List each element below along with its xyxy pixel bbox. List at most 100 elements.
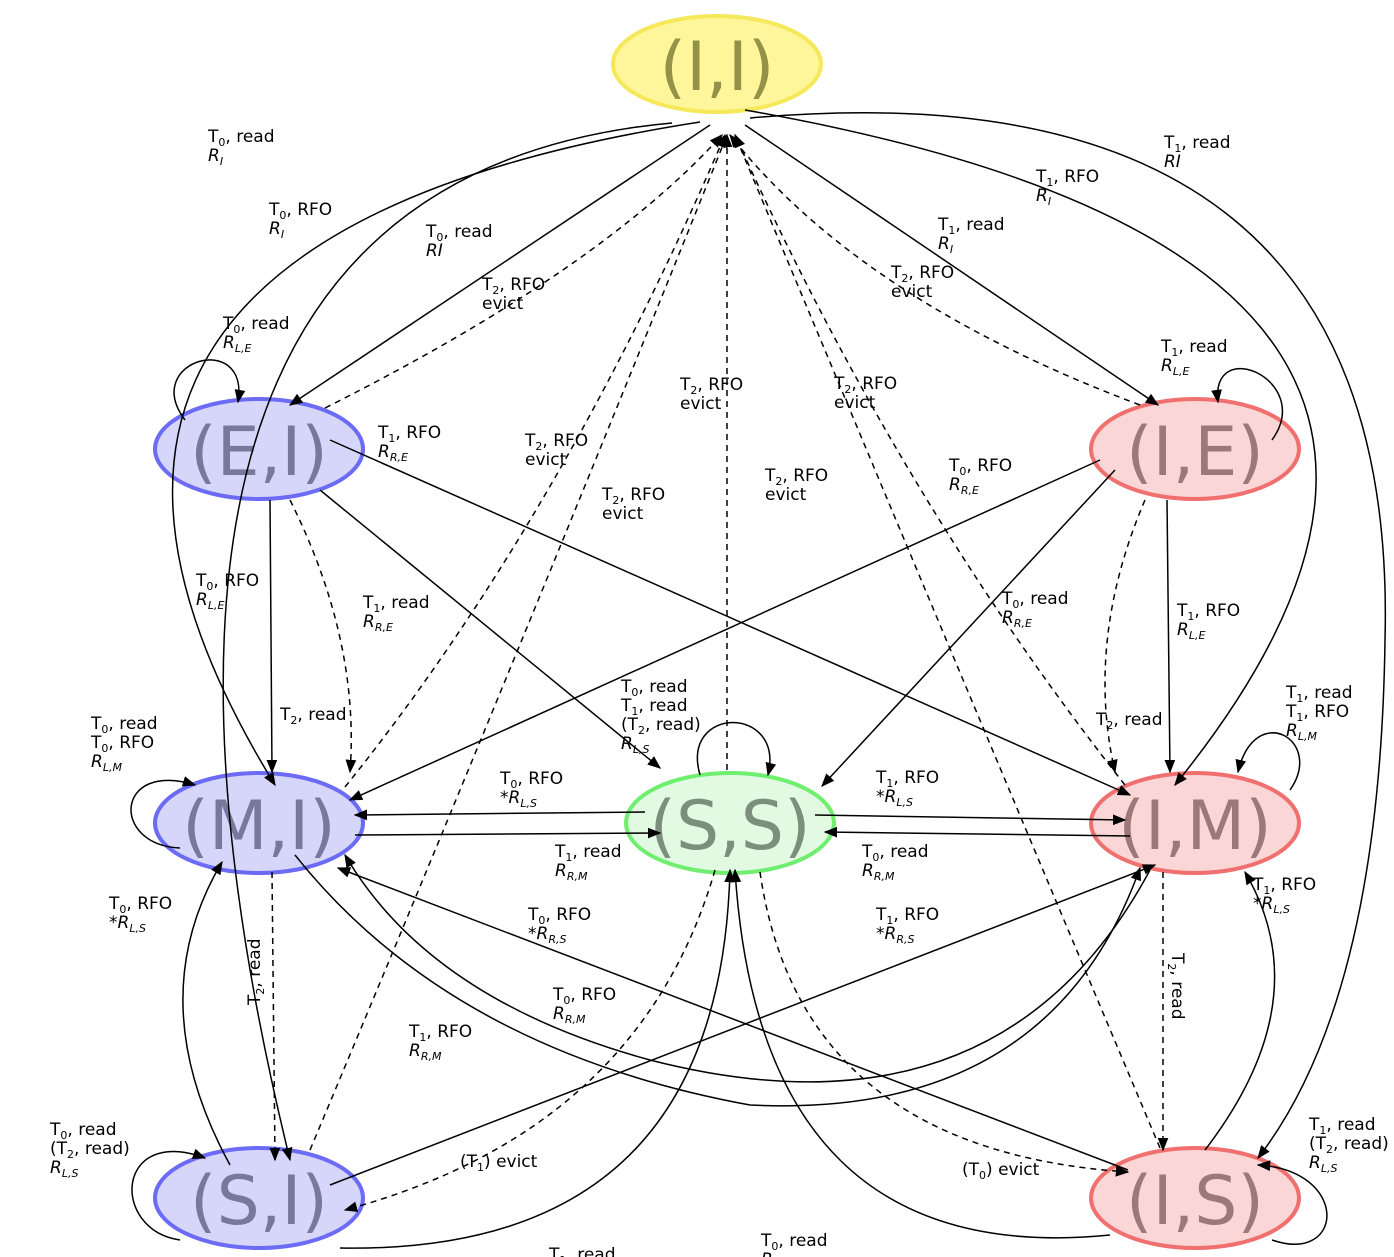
edge-ei-to-mi-t2[interactable] bbox=[289, 499, 357, 774]
edge-label-36: T1, RFO RR,M bbox=[408, 1022, 472, 1063]
edge-label-39: (T1) evict bbox=[460, 1152, 538, 1174]
edge-ss-to-mi[interactable] bbox=[353, 809, 646, 821]
edge-im-to-ss[interactable] bbox=[823, 826, 1131, 838]
state-label-ss: (S,S) bbox=[649, 787, 810, 866]
edge-si-to-im[interactable] bbox=[329, 864, 1157, 1186]
edge-ie-to-im[interactable] bbox=[1164, 499, 1176, 774]
edge-ii-to-mi[interactable] bbox=[171, 121, 701, 787]
state-node-si[interactable]: (S,I) bbox=[153, 1146, 365, 1250]
loop-ie[interactable] bbox=[1211, 368, 1284, 441]
state-ellipse-im bbox=[1089, 771, 1301, 875]
state-ellipse-ei bbox=[153, 397, 365, 501]
edge-ie-to-im-t2[interactable] bbox=[1104, 499, 1146, 774]
edge-im-to-ii[interactable] bbox=[734, 133, 1126, 786]
edge-ei-to-im[interactable] bbox=[329, 439, 1132, 796]
edge-label-23: T2, read bbox=[279, 705, 346, 727]
state-label-mi: (M,I) bbox=[182, 787, 335, 866]
edge-label-6: T1, RFO RI bbox=[1035, 167, 1099, 208]
edge-ss-to-is[interactable] bbox=[759, 871, 1130, 1177]
edge-labels: T0, read RI T0, RFO RI T0, read RI T2, RFO e… bbox=[49, 127, 1389, 1257]
edge-mi-to-ss[interactable] bbox=[354, 827, 662, 839]
state-node-ss[interactable]: (S,S) bbox=[624, 771, 836, 875]
edge-is-to-ss[interactable] bbox=[730, 868, 1111, 1239]
state-ellipse-ie bbox=[1089, 397, 1301, 501]
edge-ii-to-im[interactable] bbox=[744, 109, 1317, 787]
edge-label-3: T0, read RI bbox=[425, 222, 492, 261]
state-label-is: (I,S) bbox=[1126, 1162, 1264, 1241]
edge-label-20: T0, read RR,E bbox=[1001, 589, 1068, 630]
edge-si-to-mi[interactable] bbox=[182, 860, 231, 1166]
edge-label-40: (T0) evict bbox=[962, 1160, 1040, 1182]
edge-label-14: T2, RFO evict bbox=[524, 431, 588, 470]
edge-ie-to-ii[interactable] bbox=[729, 133, 1141, 406]
loop-si[interactable] bbox=[131, 1148, 207, 1241]
loop-ei[interactable] bbox=[173, 359, 246, 421]
state-node-ei[interactable]: (E,I) bbox=[153, 397, 365, 501]
edge-ei-to-ss[interactable] bbox=[319, 489, 662, 769]
state-ellipse-ii bbox=[611, 14, 823, 114]
edge-ie-to-mi[interactable] bbox=[348, 459, 1101, 801]
edge-label-12: T2, RFO evict bbox=[833, 374, 897, 413]
state-node-mi[interactable]: (M,I) bbox=[153, 771, 365, 875]
state-ellipse-mi bbox=[153, 771, 365, 875]
loop-is[interactable] bbox=[1256, 1160, 1328, 1245]
edge-label-33: T0, RFO *RR,S bbox=[527, 905, 591, 946]
edge-label-38: T1, read (T2, read) RL,S bbox=[1308, 1115, 1389, 1175]
state-label-ie: (I,E) bbox=[1126, 413, 1264, 492]
edge-ii-to-si[interactable] bbox=[222, 122, 673, 1162]
edge-ii-to-ei[interactable] bbox=[288, 124, 711, 406]
edge-label-43: T2, read bbox=[245, 939, 267, 1006]
edge-mi-to-im[interactable] bbox=[294, 854, 1141, 1107]
edge-si-to-ss[interactable] bbox=[339, 868, 736, 1249]
edge-label-22: T0, read T1, read (T2, read) RL,S bbox=[620, 677, 701, 756]
state-label-ii: (I,I) bbox=[660, 28, 775, 107]
edge-label-30: T0, read RR,M bbox=[861, 842, 928, 883]
edge-is-to-ii[interactable] bbox=[734, 133, 1161, 1149]
loop-mi[interactable] bbox=[130, 776, 197, 849]
edge-label-25: T1, read T1, RFO RL,M bbox=[1285, 683, 1352, 743]
state-label-ei: (E,I) bbox=[190, 413, 328, 492]
edge-mi-to-ii[interactable] bbox=[344, 133, 726, 788]
state-node-is[interactable]: (I,S) bbox=[1089, 1146, 1301, 1250]
state-ellipse-si bbox=[153, 1146, 365, 1250]
edge-label-8: T2, RFO evict bbox=[890, 263, 954, 302]
state-node-im[interactable]: (I,M) bbox=[1089, 771, 1301, 875]
edge-ii-to-is[interactable] bbox=[749, 111, 1387, 1160]
state-label-si: (S,I) bbox=[190, 1162, 328, 1241]
edge-label-29: T1, read RR,M bbox=[554, 842, 621, 883]
state-node-ie[interactable]: (I,E) bbox=[1089, 397, 1301, 501]
edge-ei-to-mi[interactable] bbox=[266, 499, 278, 774]
state-label-im: (I,M) bbox=[1118, 787, 1271, 866]
edge-label-34: T1, RFO *RR,S bbox=[875, 905, 939, 946]
edge-ss-to-si[interactable] bbox=[343, 869, 716, 1213]
state-nodes: (I,I) (E,I) (I,E) (M,I) (S,S) (I,M) (S,I… bbox=[153, 14, 1301, 1250]
edge-label-24: T2, read bbox=[1095, 710, 1162, 732]
edge-label-21: T1, RFO RL,E bbox=[1176, 601, 1240, 642]
edge-si-to-ii[interactable] bbox=[309, 133, 728, 1151]
edge-ei-to-ii[interactable] bbox=[324, 133, 723, 409]
loop-im[interactable] bbox=[1235, 732, 1301, 791]
edge-ie-to-ss[interactable] bbox=[821, 469, 1116, 787]
edge-mi-to-si-t2[interactable] bbox=[269, 871, 281, 1162]
state-node-ii[interactable]: (I,I) bbox=[611, 14, 823, 114]
state-ellipse-is bbox=[1089, 1146, 1301, 1250]
edge-is-to-mi[interactable] bbox=[336, 867, 1129, 1171]
edge-label-32: T0, RFO *RL,S bbox=[108, 894, 172, 935]
loop-ss[interactable] bbox=[696, 721, 777, 777]
edge-label-2: T0, RFO RI bbox=[268, 200, 332, 241]
edge-ii-to-ie[interactable] bbox=[744, 124, 1160, 406]
edge-ss-to-im[interactable] bbox=[814, 814, 1127, 826]
edge-label-27: T0, RFO *RL,S bbox=[499, 769, 563, 810]
edge-label-28: T1, RFO *RL,S bbox=[875, 768, 939, 809]
edge-label-31: T1, RFO *RL,S bbox=[1252, 875, 1316, 916]
edge-label-13: T1, RFO RR,E bbox=[377, 423, 441, 464]
edge-label-4: T2, RFO evict bbox=[481, 275, 545, 314]
edge-im-to-mi[interactable] bbox=[344, 853, 1151, 1083]
edge-is-to-im[interactable] bbox=[1204, 870, 1276, 1151]
transition-edges bbox=[130, 109, 1387, 1249]
edge-label-16: T2, RFO evict bbox=[601, 485, 665, 524]
edge-label-19: T1, read RR,E bbox=[362, 593, 429, 634]
